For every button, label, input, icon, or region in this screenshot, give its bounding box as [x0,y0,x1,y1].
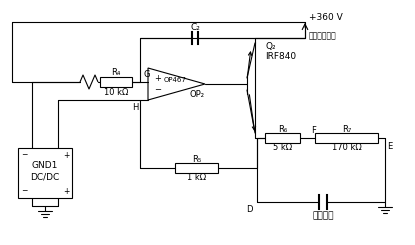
Text: 170 kΩ: 170 kΩ [332,143,361,151]
Text: D: D [247,205,253,213]
Text: R₄: R₄ [111,68,121,76]
Text: OP₂: OP₂ [190,89,205,98]
Text: R₆: R₆ [278,124,287,134]
Bar [175,163,218,173]
Text: +: + [154,74,161,83]
Text: F: F [311,125,316,135]
Text: +: + [63,150,69,159]
Text: 5 kΩ: 5 kΩ [273,143,292,151]
Text: −: − [21,150,27,159]
Text: 1 kΩ: 1 kΩ [187,172,206,182]
Text: 10 kΩ: 10 kΩ [104,87,128,97]
Bar [18,148,72,198]
Text: G: G [143,70,149,78]
Text: GND1: GND1 [32,160,58,170]
Text: C₂: C₂ [190,23,200,32]
Text: R₅: R₅ [192,155,201,163]
Bar [315,133,378,143]
Text: Q₂: Q₂ [265,41,276,50]
Text: 功率放大部分: 功率放大部分 [309,32,337,40]
Text: IRF840: IRF840 [265,51,296,61]
Text: E: E [387,142,392,150]
Text: DC/DC: DC/DC [30,172,60,182]
Text: +: + [63,186,69,196]
Text: −: − [154,86,161,95]
Text: H: H [132,102,138,111]
Bar [100,77,132,87]
Text: 压电陶瓷: 压电陶瓷 [312,211,334,220]
Text: OP467: OP467 [164,77,186,83]
Text: −: − [21,186,27,196]
Text: R₇: R₇ [342,124,351,134]
Bar [265,133,300,143]
Text: +360 V: +360 V [309,13,343,23]
